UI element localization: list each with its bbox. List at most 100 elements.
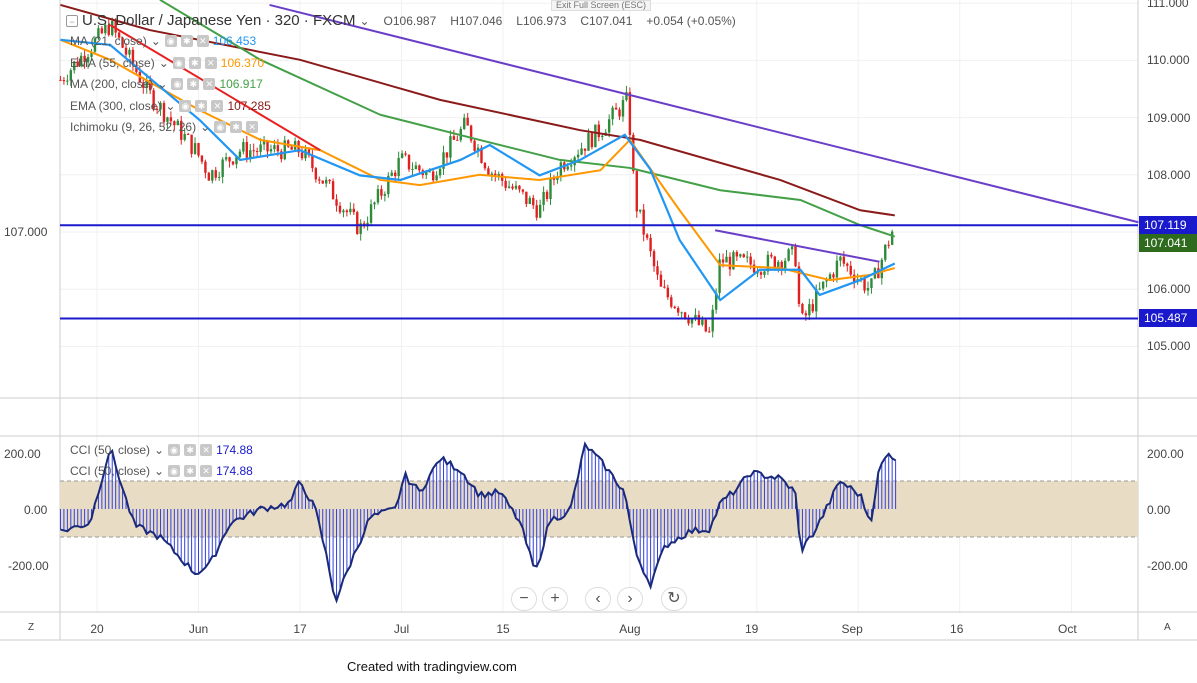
candle-body [283, 140, 286, 160]
gear-icon[interactable]: ✱ [187, 78, 200, 90]
indicator-label[interactable]: CCI (50, close) [70, 464, 151, 478]
close-icon[interactable]: ✕ [196, 35, 209, 47]
candle-body [231, 161, 235, 165]
candle-body [186, 133, 190, 135]
chevron-down-icon[interactable]: ⌄ [157, 77, 168, 91]
last-price-badge: 107.041 [1139, 234, 1197, 252]
candle-body [597, 124, 601, 138]
chevron-down-icon[interactable]: ⌄ [165, 98, 176, 113]
price-axis-label: 106.000 [1147, 282, 1191, 297]
zoom-in-button[interactable]: + [542, 587, 568, 611]
candle-body [469, 125, 473, 141]
candle-body [62, 80, 66, 82]
candle-body [418, 165, 421, 171]
zoom-out-button[interactable]: − [511, 587, 537, 611]
candle-body [269, 149, 273, 152]
close-icon[interactable]: ✕ [211, 99, 224, 112]
upper-level-badge: 107.119 [1139, 216, 1197, 234]
eye-icon[interactable]: ◉ [179, 99, 192, 112]
candle-body [783, 260, 787, 269]
candle-body [124, 47, 128, 55]
candle-body [518, 185, 521, 190]
scroll-right-button[interactable]: › [617, 587, 643, 611]
reset-chart-button[interactable]: ↻ [661, 587, 687, 611]
close-icon[interactable]: ✕ [200, 465, 213, 477]
descending-trendline [269, 3, 1139, 224]
indicator-legend[interactable]: EMA (300, close) ⌄ ◉ ✱ ✕ 107.285 [70, 99, 271, 113]
eye-icon[interactable]: ◉ [171, 78, 184, 90]
candle-body [818, 288, 821, 290]
indicator-legend[interactable]: MA (21, close) ⌄ ◉ ✱ ✕ 106.453 [70, 34, 256, 48]
indicator-label[interactable]: MA (200, close) [70, 77, 154, 91]
indicator-label[interactable]: Ichimoku (9, 26, 52, 26) [70, 120, 197, 134]
candle-body [407, 154, 411, 170]
candle-body [576, 154, 580, 158]
candle-body [811, 304, 814, 312]
candle-body [483, 163, 487, 169]
candle-body [728, 256, 732, 270]
gear-icon[interactable]: ✱ [184, 465, 197, 477]
candle-body [238, 151, 242, 158]
candle-body [846, 263, 849, 266]
chevron-down-icon[interactable]: ⌄ [359, 13, 370, 28]
candle-body [142, 82, 145, 88]
cci-legend[interactable]: CCI (50, close) ⌄ ◉ ✱ ✕ 174.88 [70, 464, 253, 478]
candle-body [739, 254, 742, 257]
candle-body [66, 80, 69, 82]
chevron-down-icon[interactable]: ⌄ [200, 120, 211, 134]
chevron-down-icon[interactable]: ⌄ [154, 464, 165, 478]
candle-body [683, 312, 687, 319]
eye-icon[interactable]: ◉ [168, 465, 181, 477]
indicator-legend[interactable]: EMA (55, close) ⌄ ◉ ✱ ✕ 106.370 [70, 56, 264, 70]
indicator-label[interactable]: EMA (55, close) [70, 55, 155, 70]
close-icon[interactable]: ✕ [203, 78, 216, 90]
collapse-icon[interactable]: − [66, 14, 78, 27]
indicator-label[interactable]: CCI (50, close) [70, 443, 151, 457]
chevron-down-icon[interactable]: ⌄ [158, 55, 169, 70]
gear-icon[interactable]: ✱ [188, 56, 201, 69]
candle-body [507, 186, 511, 188]
indicator-label[interactable]: EMA (300, close) [70, 98, 162, 113]
indicator-label[interactable]: MA (21, close) [70, 34, 147, 48]
eye-icon[interactable]: ◉ [172, 56, 185, 69]
gear-icon[interactable]: ✱ [230, 121, 243, 133]
scroll-left-button[interactable]: ‹ [585, 587, 611, 611]
gear-icon[interactable]: ✱ [180, 35, 193, 47]
candle-body [601, 135, 604, 138]
close-icon[interactable]: ✕ [246, 121, 259, 133]
candle-body [556, 177, 559, 180]
close-icon[interactable]: ✕ [204, 56, 217, 69]
cci-legend[interactable]: CCI (50, close) ⌄ ◉ ✱ ✕ 174.88 [70, 443, 253, 457]
candle-body [449, 136, 452, 158]
eye-icon[interactable]: ◉ [164, 35, 177, 47]
gear-icon[interactable]: ✱ [195, 99, 208, 112]
candle-body [587, 133, 590, 151]
candle-body [697, 314, 701, 325]
candle-body [752, 264, 756, 273]
candle-body [456, 139, 459, 141]
candle-body [680, 312, 683, 314]
eye-icon[interactable]: ◉ [168, 444, 181, 456]
auto-scale-button[interactable]: A [1164, 622, 1171, 633]
candle-body [273, 145, 276, 150]
candle-body [442, 152, 445, 169]
candle-body [121, 37, 124, 48]
candle-body [148, 79, 152, 91]
indicator-legend[interactable]: MA (200, close) ⌄ ◉ ✱ ✕ 106.917 [70, 77, 263, 91]
candle-body [749, 256, 752, 265]
eye-icon[interactable]: ◉ [214, 121, 227, 133]
candle-body [259, 144, 262, 152]
close-icon[interactable]: ✕ [200, 444, 213, 456]
candle-body [801, 303, 804, 314]
chevron-down-icon[interactable]: ⌄ [150, 34, 161, 48]
candle-body [884, 244, 887, 260]
chevron-down-icon[interactable]: ⌄ [154, 443, 165, 457]
candle-body [387, 175, 390, 195]
exit-fullscreen-hint[interactable]: Exit Full Screen (ESC) [551, 0, 652, 11]
symbol-title[interactable]: U.S. Dollar / Japanese Yen · 320 · FXCM [82, 12, 356, 29]
gear-icon[interactable]: ✱ [184, 444, 197, 456]
indicator-legend[interactable]: Ichimoku (9, 26, 52, 26) ⌄ ◉ ✱ ✕ [70, 120, 262, 134]
zoom-corner-button[interactable]: Z [28, 622, 35, 633]
candle-body [180, 120, 183, 140]
